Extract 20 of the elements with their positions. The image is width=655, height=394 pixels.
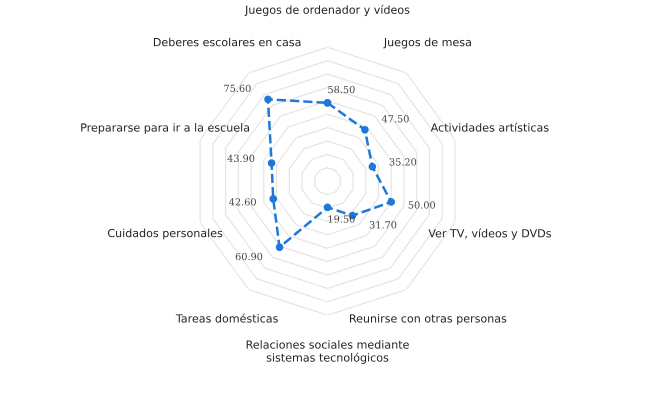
text: 58.50: [328, 86, 355, 94]
text: 19.50: [328, 215, 355, 223]
text: 60.90: [236, 252, 262, 260]
spoke-label: Juegos de ordenador y vídeos: [244, 4, 410, 16]
spoke-label: Ver TV, vídeos y DVDs: [428, 228, 551, 240]
text: 35.20: [390, 158, 416, 166]
text: 47.50: [382, 115, 409, 122]
text: 31.70: [370, 221, 396, 229]
spoke-label: Actividades artísticas: [430, 122, 549, 132]
spoke-label: Deberes escolares en casa: [154, 38, 300, 46]
spoke-label: Juegos de mesa: [383, 38, 471, 48]
spoke-label: Relaciones sociales mediante sistemas tecnológicos: [246, 340, 409, 364]
spoke-label: Reunirse con otras personas: [350, 314, 506, 325]
spoke-label: Tareas domésticas: [176, 314, 278, 323]
spoke-label: Cuidados personales: [108, 228, 222, 240]
text: 75.60: [224, 84, 251, 92]
text: 43.90: [227, 154, 254, 162]
text: 50.00: [408, 201, 436, 209]
text: 42.60: [229, 198, 256, 206]
spoke-label: Prepararse para ir a la escuela: [81, 123, 250, 134]
